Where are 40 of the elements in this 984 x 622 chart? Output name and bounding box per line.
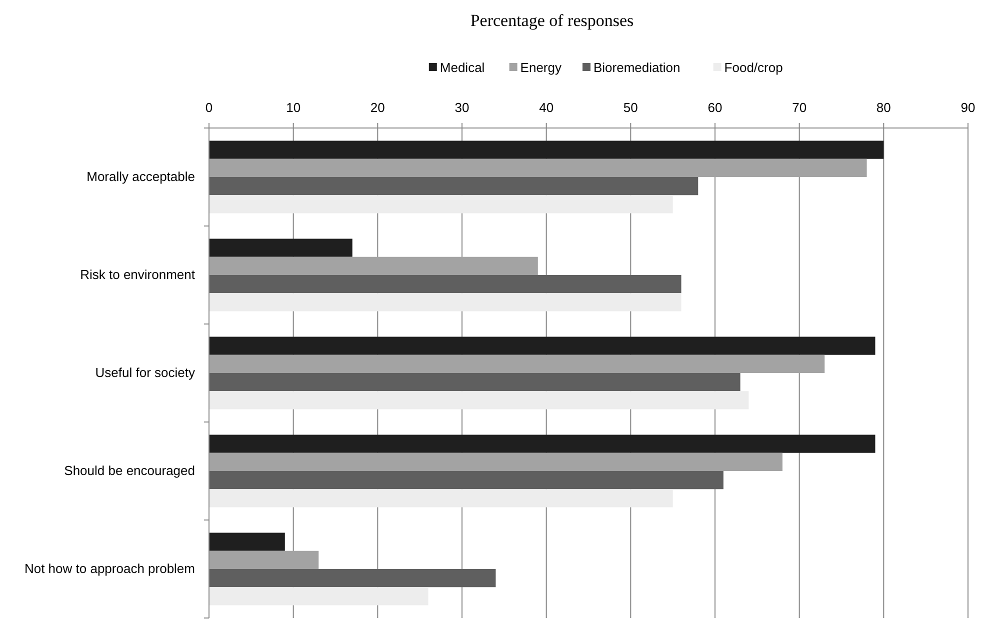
x-tick-label: 50 [623, 100, 638, 115]
bar [209, 569, 496, 588]
bar [209, 532, 285, 551]
bar [209, 391, 749, 410]
bar [209, 354, 825, 373]
y-tick-label: Risk to environment [80, 267, 196, 282]
x-tick-label: 40 [539, 100, 554, 115]
bar [209, 177, 698, 196]
bar [209, 336, 876, 355]
x-tick-label: 20 [370, 100, 385, 115]
bar [209, 195, 673, 214]
bar [209, 140, 884, 159]
legend-label: Energy [520, 60, 562, 75]
bar [209, 256, 538, 275]
y-tick-label: Useful for society [95, 365, 196, 380]
legend-label: Medical [440, 60, 485, 75]
y-tick-label: Not how to approach problem [24, 561, 195, 576]
bar [209, 489, 673, 508]
bar [209, 471, 724, 490]
bar [209, 373, 740, 392]
y-tick-label: Morally acceptable [86, 169, 195, 184]
x-tick-label: 30 [454, 100, 470, 115]
x-tick-label: 70 [792, 100, 807, 115]
bar [209, 550, 319, 569]
x-tick-label: 10 [286, 100, 301, 115]
bar [209, 275, 682, 294]
bar [209, 158, 867, 177]
bar [209, 587, 428, 606]
chart-title: Percentage of responses [470, 11, 634, 30]
x-tick-label: 60 [708, 100, 722, 115]
bar [209, 238, 352, 257]
x-tick-label: 80 [876, 100, 891, 115]
legend-label: Food/crop [724, 60, 783, 75]
bar [209, 293, 682, 312]
y-tick-label: Should be encouraged [64, 463, 195, 478]
legend-label: Bioremediation [594, 60, 680, 75]
x-tick-label: 90 [960, 100, 976, 115]
bar [209, 452, 782, 471]
bar [209, 434, 876, 453]
x-tick-label: 0 [205, 100, 213, 115]
